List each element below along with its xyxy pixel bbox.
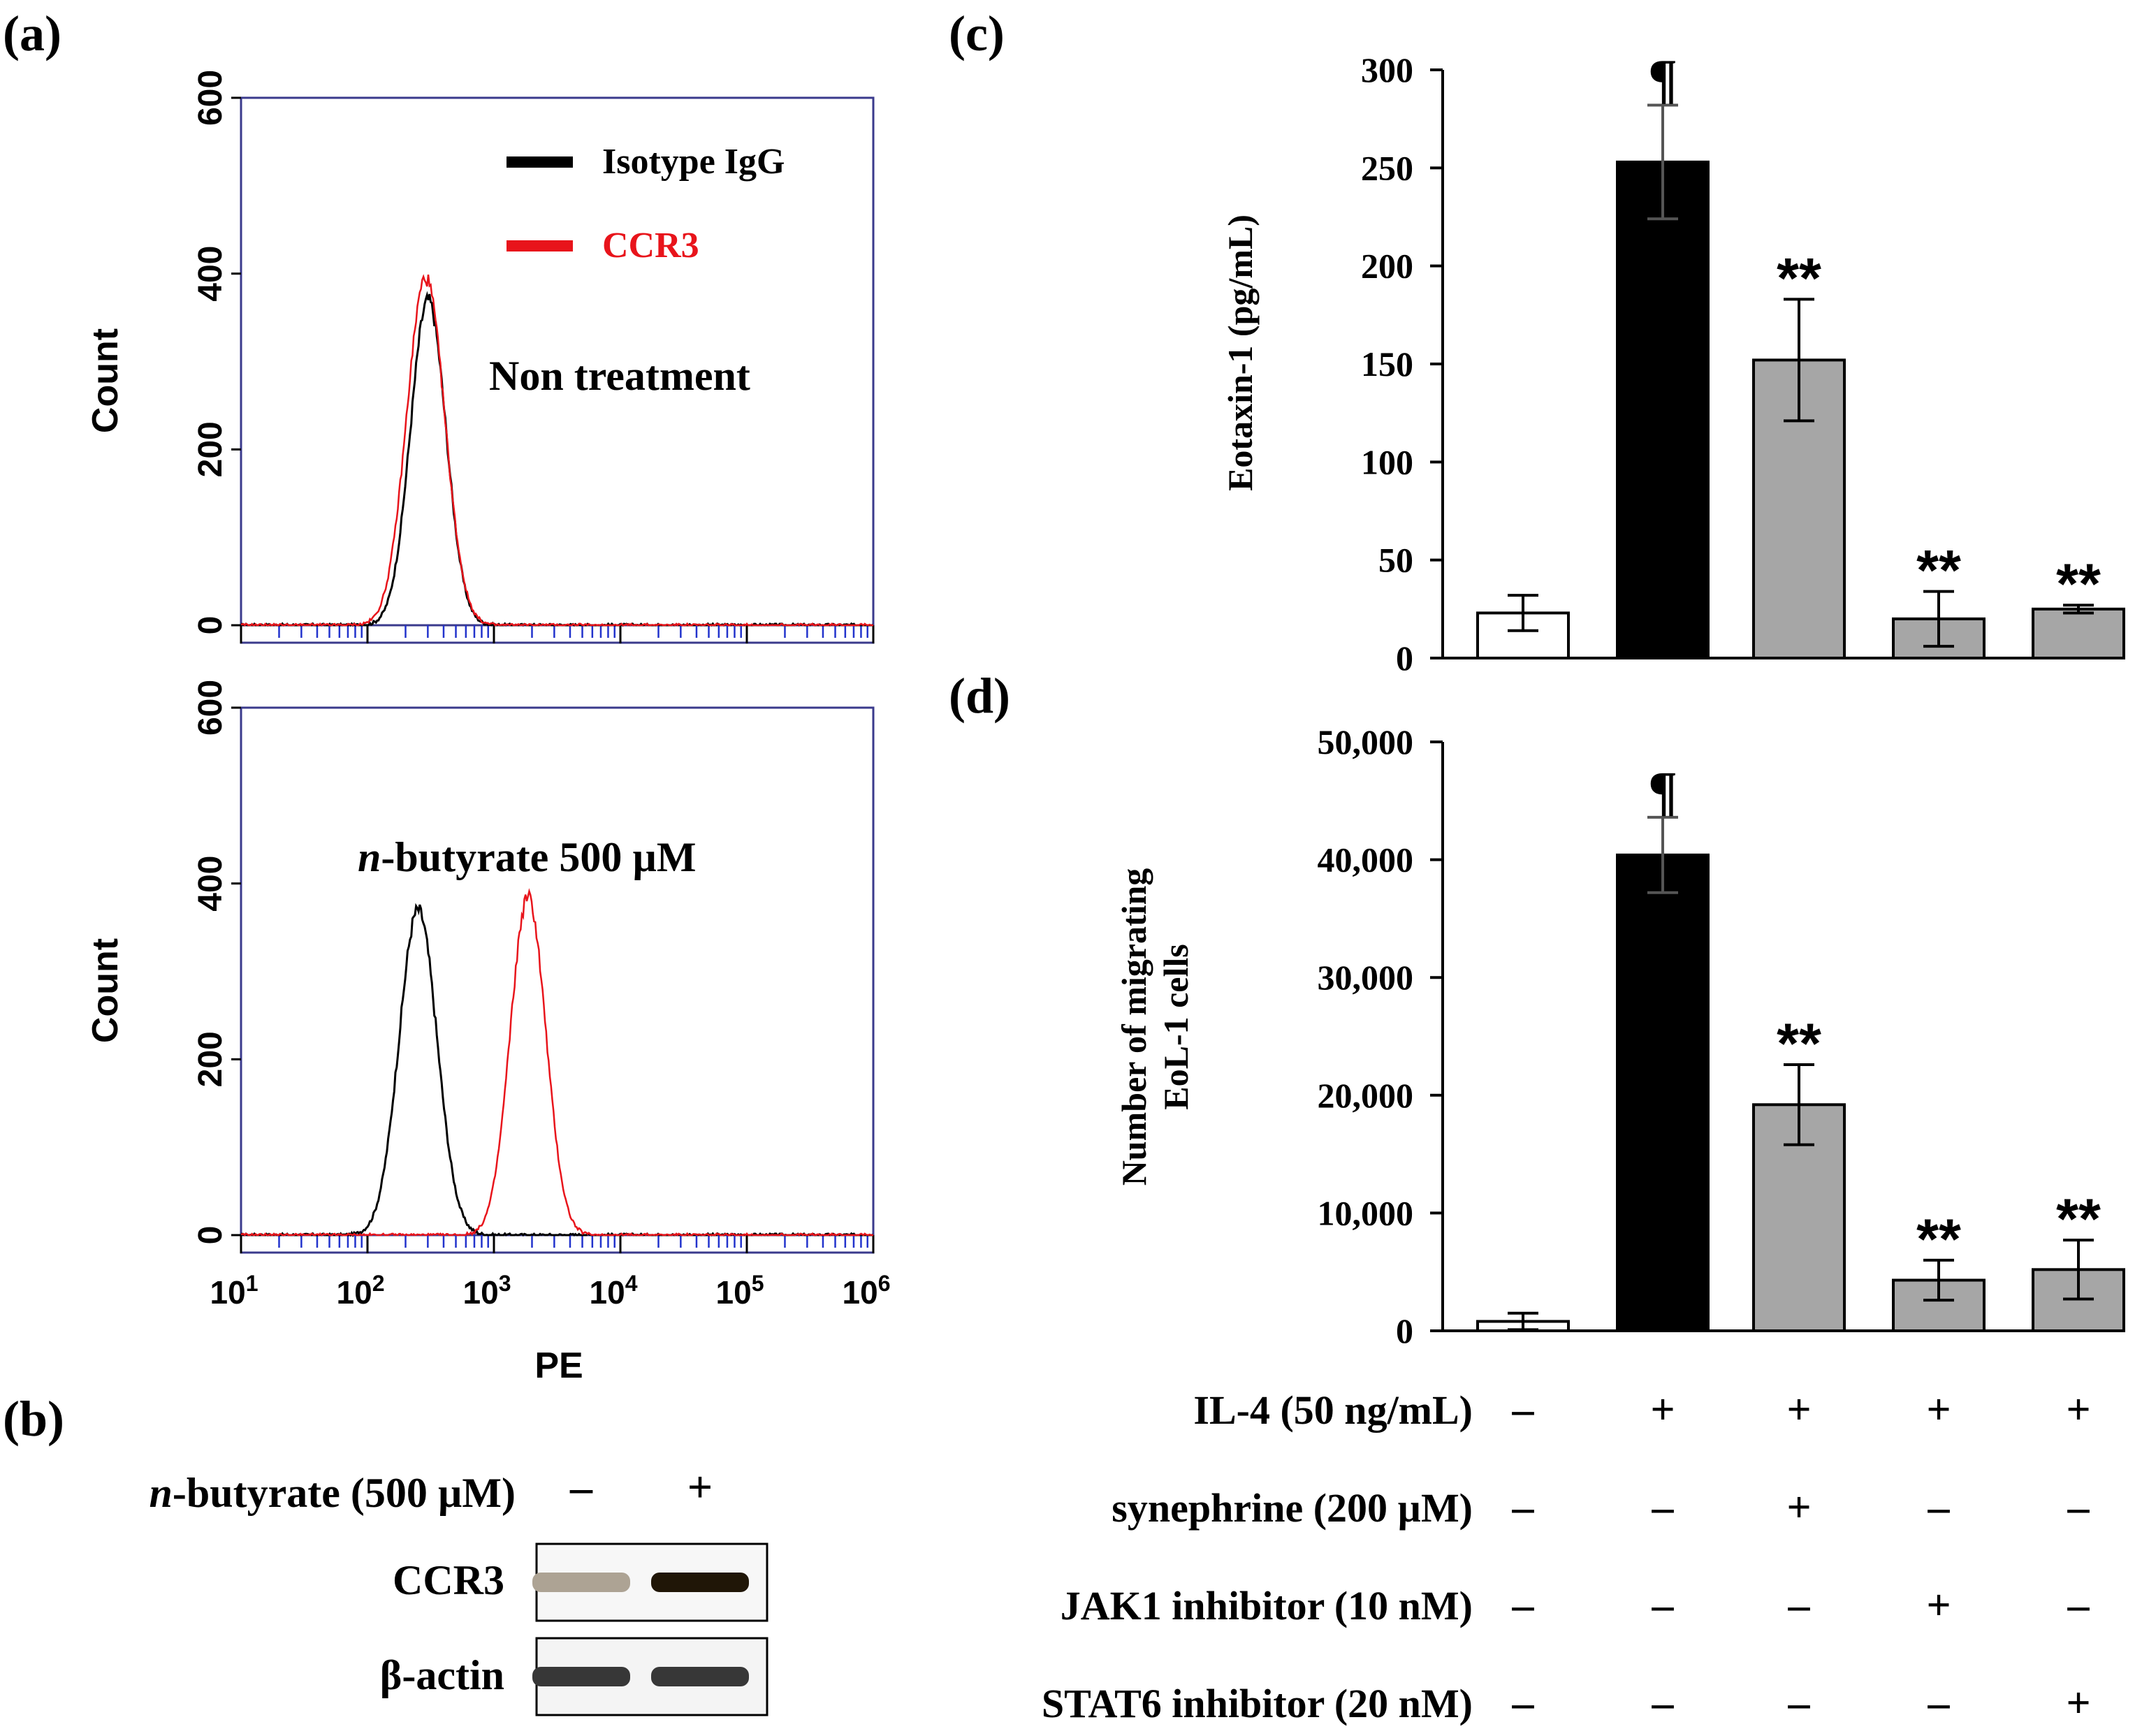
- treatment-sign: –: [1928, 1679, 1951, 1727]
- y-tick-label: 0: [1396, 639, 1413, 678]
- significance-marker: **: [1777, 247, 1821, 310]
- treatment-sign: –: [2067, 1484, 2090, 1531]
- significance-marker: ¶: [1648, 48, 1677, 109]
- y-tick-label: 200: [192, 1031, 229, 1087]
- y-tick-label: 20,000: [1318, 1076, 1414, 1115]
- treatment-sign: –: [1512, 1679, 1535, 1727]
- isotype-histogram-line: [240, 903, 874, 1238]
- x-tick-label: 106: [843, 1271, 891, 1311]
- x-tick-label: 101: [210, 1271, 258, 1311]
- treatment-sign: +: [1926, 1386, 1951, 1434]
- isotype-histogram-line: [240, 291, 874, 627]
- x-tick-label: 105: [716, 1271, 764, 1311]
- significance-marker: **: [1777, 1012, 1821, 1076]
- significance-marker: **: [1916, 539, 1961, 603]
- y-tick-label: 30,000: [1318, 958, 1414, 997]
- treatment-sign: –: [1652, 1582, 1675, 1629]
- treatment-label: IL-4 (50 ng/mL): [1193, 1387, 1473, 1433]
- bar: [1616, 160, 1710, 659]
- y-tick-label: 0: [1396, 1311, 1413, 1350]
- plot-frame: [240, 706, 875, 1254]
- significance-marker: **: [2056, 1188, 2101, 1251]
- x-tick-label: 103: [463, 1271, 511, 1311]
- x-tick-label: 104: [590, 1271, 638, 1311]
- panel-label-a: (a): [3, 6, 61, 61]
- y-tick-label: 200: [192, 421, 229, 477]
- treatment-sign: –: [2067, 1582, 2090, 1629]
- y-axis-label-line-1: Number of migrating: [1114, 868, 1153, 1186]
- treatment-sign: –: [1788, 1679, 1811, 1727]
- blot-band: [532, 1667, 630, 1686]
- histogram-subtitle: n-butyrate 500 µM: [358, 834, 697, 880]
- treatment-sign: –: [1652, 1484, 1675, 1531]
- histogram-n-butyrate: 0 200 400 600 101 102 103 104 105 106 Count n-bu…: [85, 680, 890, 1386]
- plot-frame: [240, 96, 875, 644]
- y-tick-label: 50,000: [1318, 722, 1414, 761]
- blot-sign-lane-1: –: [569, 1462, 593, 1512]
- y-axis-label: Count: [85, 328, 126, 433]
- treatment-sign: –: [1512, 1484, 1535, 1531]
- y-tick-label: 600: [192, 70, 229, 126]
- treatment-label: JAK1 inhibitor (10 nM): [1061, 1583, 1473, 1628]
- histogram-non-treatment: 0 200 400 600 Count Isotype IgG CCR3 Non tr…: [85, 70, 875, 644]
- western-blot: n-butyrate (500 µM) – + CCR3 β-actin: [150, 1462, 768, 1716]
- treatment-label: synephrine (200 µM): [1112, 1485, 1473, 1531]
- panel-label-c: (c): [949, 6, 1005, 61]
- blot-band: [651, 1573, 749, 1592]
- y-tick-label: 40,000: [1318, 840, 1414, 880]
- y-tick-label: 300: [1361, 50, 1413, 89]
- bar-chart-eotaxin: 0 50 100 150 200 250 300 ¶ ** ** ** Eotaxin-1 (pg…: [1221, 48, 2125, 678]
- y-tick-label: 600: [192, 680, 229, 736]
- blot-treatment-label: n-butyrate (500 µM): [150, 1470, 516, 1516]
- ccr3-histogram-line: [240, 274, 873, 627]
- significance-marker: **: [1916, 1208, 1961, 1271]
- treatment-sign: +: [2066, 1386, 2090, 1434]
- y-tick-label: 10,000: [1318, 1193, 1414, 1232]
- significance-marker: ¶: [1648, 760, 1677, 821]
- blot-band: [532, 1573, 630, 1592]
- treatment-sign: +: [1786, 1484, 1811, 1531]
- treatment-sign: –: [1788, 1582, 1811, 1629]
- y-tick-label: 150: [1361, 344, 1413, 384]
- treatment-label: STAT6 inhibitor (20 nM): [1042, 1681, 1473, 1726]
- legend-label-ccr3: CCR3: [602, 226, 699, 265]
- panel-label-b: (b): [3, 1391, 64, 1447]
- treatment-sign: –: [1512, 1582, 1535, 1629]
- treatment-table: IL-4 (50 ng/mL) – + + + +synephrine (200 µM) –…: [1042, 1386, 2091, 1727]
- y-tick-label: 400: [192, 246, 229, 302]
- ccr3-histogram-line: [240, 888, 873, 1237]
- y-tick-label: 400: [192, 856, 229, 912]
- treatment-sign: –: [1928, 1484, 1951, 1531]
- y-tick-label: 50: [1378, 541, 1413, 580]
- y-tick-label: 200: [1361, 247, 1413, 286]
- bar: [1616, 853, 1710, 1332]
- legend-label-isotype: Isotype IgG: [602, 142, 785, 182]
- blot-band-label-ccr3: CCR3: [393, 1557, 504, 1603]
- y-tick-label: 100: [1361, 442, 1413, 481]
- histogram-subtitle: Non treatment: [489, 353, 750, 399]
- treatment-sign: –: [1652, 1679, 1675, 1727]
- blot-band-label-beta-actin: β-actin: [380, 1652, 504, 1698]
- y-tick-label: 0: [192, 1226, 229, 1245]
- treatment-sign: +: [1650, 1386, 1675, 1434]
- treatment-sign: +: [2066, 1679, 2090, 1727]
- significance-marker: **: [2056, 553, 2101, 616]
- panel-label-d: (d): [949, 668, 1010, 724]
- treatment-sign: +: [1786, 1386, 1811, 1434]
- blot-band: [651, 1667, 749, 1686]
- y-axis-label-line-2: EoL-1 cells: [1156, 944, 1195, 1109]
- x-axis-label: PE: [534, 1345, 583, 1386]
- treatment-sign: –: [1512, 1386, 1535, 1434]
- bar: [2032, 607, 2125, 659]
- x-tick-label: 102: [337, 1271, 385, 1311]
- treatment-sign: +: [1926, 1582, 1951, 1629]
- blot-sign-lane-2: +: [687, 1462, 713, 1512]
- y-tick-label: 250: [1361, 148, 1413, 187]
- y-axis-label: Count: [85, 938, 126, 1043]
- y-tick-label: 0: [192, 616, 229, 635]
- y-axis-label: Eotaxin-1 (pg/mL): [1221, 214, 1260, 491]
